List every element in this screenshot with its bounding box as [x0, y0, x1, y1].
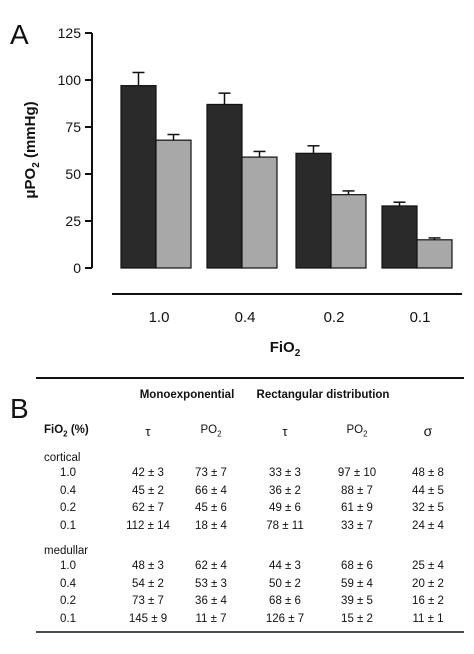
- bar: [206, 103, 243, 269]
- y-tick-label: 25: [65, 213, 81, 229]
- bar: [295, 152, 332, 269]
- x-axis-title: FiO2: [270, 339, 301, 359]
- bar: [381, 205, 418, 269]
- panel-a-label: A: [10, 19, 29, 50]
- x-category-label: 0.2: [324, 309, 345, 326]
- bar: [241, 156, 278, 269]
- y-tick-label: 75: [65, 119, 81, 135]
- x-category-label: 1.0: [149, 309, 170, 326]
- y-tick-label: 0: [73, 260, 81, 276]
- x-category-label: 0.4: [235, 309, 256, 326]
- y-tick-label: 50: [65, 166, 81, 182]
- y-axis-title: μPO2 (mmHg): [22, 101, 42, 198]
- bar: [416, 239, 453, 269]
- panel-b-label: B: [10, 393, 29, 424]
- bar: [120, 85, 157, 269]
- bar: [330, 194, 367, 269]
- bar: [155, 139, 192, 269]
- y-tick-label: 125: [58, 25, 82, 41]
- bar-chart: 0 25 50 75 100 125 μPO2 (mmHg) 1.0 0.4 0.2 0.1 FiO2: [22, 25, 462, 359]
- x-category-label: 0.1: [410, 309, 431, 326]
- y-tick-label: 100: [58, 72, 82, 88]
